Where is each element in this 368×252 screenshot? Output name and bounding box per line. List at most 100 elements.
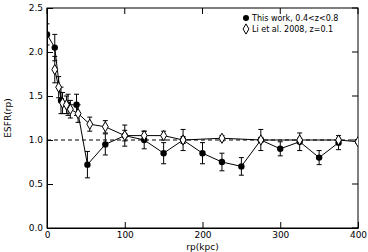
error-bar-cap <box>297 132 302 133</box>
error-bar-cap <box>161 163 166 164</box>
error-bar <box>161 131 166 140</box>
error-bar <box>122 125 127 146</box>
error-bar-cap <box>239 157 244 158</box>
error-bar <box>297 133 302 151</box>
marker <box>336 135 342 145</box>
plot-frame <box>47 8 358 228</box>
error-bar <box>258 129 263 150</box>
x-tick-label: 100 <box>117 230 134 240</box>
error-bar-cap <box>52 82 57 83</box>
series-line <box>55 70 358 142</box>
x-tick-label: 400 <box>350 230 367 240</box>
error-bar <box>47 24 50 45</box>
error-bar-cap <box>76 104 81 105</box>
error-bar-cap <box>65 94 70 95</box>
error-bar-cap <box>68 100 73 101</box>
error-bar-cap <box>142 148 147 149</box>
y-tick-mark <box>47 52 53 53</box>
y-tick-mark-right <box>352 228 358 229</box>
x-tick-label: 300 <box>272 230 289 240</box>
marker <box>238 163 244 169</box>
error-bar-cap <box>122 146 127 147</box>
error-bar-cap <box>52 56 57 57</box>
error-bar <box>103 121 108 133</box>
y-tick-label: 1.5 <box>29 91 43 101</box>
marker <box>161 131 167 141</box>
series <box>52 56 358 146</box>
error-bar-cap <box>297 150 302 151</box>
y-tick-mark <box>47 184 53 185</box>
error-bar-cap <box>317 164 322 165</box>
marker <box>47 31 50 37</box>
x-axis-line <box>48 228 359 229</box>
plot-area <box>47 24 358 178</box>
legend-label: This work, 0.4<z<0.8 <box>251 14 338 23</box>
x-tick-mark-top <box>202 8 203 14</box>
y-tick-label: 0.0 <box>29 223 44 233</box>
error-bar-cap <box>87 117 92 118</box>
y-tick-mark <box>47 96 53 97</box>
y-tick-mark-right <box>352 8 358 9</box>
marker <box>219 133 225 143</box>
y-axis-title: ESFR(rp) <box>3 98 13 137</box>
error-bar-cap <box>122 125 127 126</box>
error-bar <box>161 143 166 164</box>
x-tick-mark-top <box>358 8 359 14</box>
error-bar <box>122 130 127 141</box>
error-bar-cap <box>56 76 61 77</box>
error-bar-cap <box>278 155 283 156</box>
error-bar-cap <box>65 115 70 116</box>
marker <box>277 146 283 152</box>
error-bar-cap <box>74 94 79 95</box>
error-bar-cap <box>278 141 283 142</box>
y-axis-line <box>47 9 48 229</box>
error-bar <box>181 129 186 150</box>
x-tick-mark <box>358 222 359 228</box>
error-bar-cap <box>161 142 166 143</box>
y-tick-mark <box>47 228 53 229</box>
y-tick: 1.5 <box>29 91 53 101</box>
error-bar-cap <box>181 150 186 151</box>
series-line <box>47 34 339 166</box>
x-tick-mark-top <box>124 8 125 14</box>
error-bar-cap <box>52 34 57 35</box>
error-bar-cap <box>56 97 61 98</box>
error-bar-cap <box>68 118 73 119</box>
error-bar-cap <box>64 113 69 114</box>
marker <box>219 159 225 165</box>
y-tick-label: 2.5 <box>29 3 43 13</box>
error-bar <box>239 158 244 176</box>
error-bar-cap <box>258 150 263 151</box>
marker <box>102 122 108 132</box>
error-bar-cap <box>60 92 65 93</box>
legend-marker <box>243 15 249 21</box>
error-bar-cap <box>103 154 108 155</box>
x-tick-mark <box>125 222 126 228</box>
error-bar-cap <box>200 142 205 143</box>
marker <box>73 102 79 108</box>
error-bar <box>278 142 283 156</box>
x-tick: 100 <box>117 222 134 240</box>
error-bar-cap <box>219 153 224 154</box>
chart: 01002003004000.00.51.01.52.02.5rp(kpc)ES… <box>0 0 368 252</box>
error-bar <box>200 143 205 164</box>
error-bar-cap <box>87 131 92 132</box>
error-bar-cap <box>64 96 69 97</box>
marker <box>258 135 264 145</box>
y-tick-mark-right <box>352 52 358 53</box>
error-bar <box>336 136 341 150</box>
y-tick: 2.0 <box>29 47 53 57</box>
marker <box>141 131 147 141</box>
x-tick-mark <box>280 222 281 228</box>
x-axis-title: rp(kpc) <box>186 242 218 252</box>
y-tick-label: 1.0 <box>29 135 44 145</box>
error-bar-cap <box>181 129 186 130</box>
error-bar-cap <box>219 170 224 171</box>
legend-label: Li et al. 2008, z=0.1 <box>252 25 333 34</box>
error-bar-cap <box>47 23 50 24</box>
y-tick-label: 2.0 <box>29 47 44 57</box>
marker <box>180 135 186 145</box>
error-bar-cap <box>85 177 90 178</box>
error-bar <box>142 131 147 149</box>
x-tick-label: 200 <box>194 230 211 240</box>
